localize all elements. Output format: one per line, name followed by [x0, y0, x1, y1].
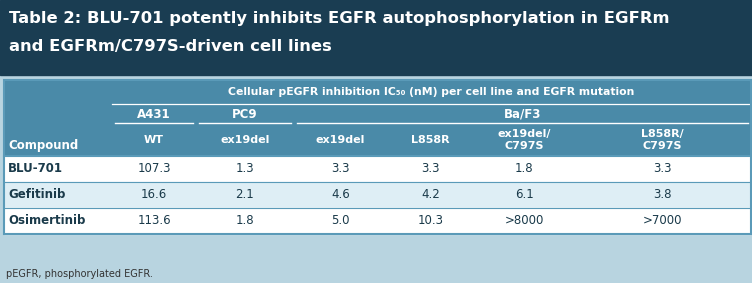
Text: 3.3: 3.3 [653, 162, 672, 175]
Text: PC9: PC9 [232, 108, 258, 121]
Text: 1.8: 1.8 [514, 162, 533, 175]
Text: >8000: >8000 [505, 215, 544, 228]
Text: WT: WT [144, 135, 164, 145]
Text: >7000: >7000 [643, 215, 682, 228]
Text: Gefitinib: Gefitinib [8, 188, 65, 201]
Text: pEGFR, phosphorylated EGFR.: pEGFR, phosphorylated EGFR. [6, 269, 153, 279]
Text: 10.3: 10.3 [417, 215, 444, 228]
Text: 1.8: 1.8 [235, 215, 254, 228]
Text: Osimertinib: Osimertinib [8, 215, 86, 228]
Text: ex19del/
C797S: ex19del/ C797S [497, 129, 550, 151]
Bar [4, 182, 751, 208]
Text: 16.6: 16.6 [141, 188, 167, 201]
Text: 4.6: 4.6 [331, 188, 350, 201]
Text: 3.3: 3.3 [331, 162, 350, 175]
Text: 3.3: 3.3 [421, 162, 440, 175]
Text: 1.3: 1.3 [235, 162, 254, 175]
Bar [0, 0, 752, 75]
Text: Compound: Compound [8, 139, 78, 152]
Bar [4, 80, 751, 234]
Text: L858R/
C797S: L858R/ C797S [641, 129, 684, 151]
Text: BLU-701: BLU-701 [8, 162, 63, 175]
Text: 6.1: 6.1 [514, 188, 533, 201]
Text: ex19del: ex19del [316, 135, 365, 145]
Bar [4, 80, 751, 156]
Text: Cellular pEGFR inhibition IC₅₀ (nM) per cell line and EGFR mutation: Cellular pEGFR inhibition IC₅₀ (nM) per … [229, 87, 635, 97]
Text: Ba/F3: Ba/F3 [504, 108, 541, 121]
Text: 4.2: 4.2 [421, 188, 440, 201]
Text: and EGFRm/C797S-driven cell lines: and EGFRm/C797S-driven cell lines [9, 39, 332, 54]
Text: 107.3: 107.3 [138, 162, 171, 175]
Text: 3.8: 3.8 [653, 188, 672, 201]
Text: L858R: L858R [411, 135, 450, 145]
Bar [4, 156, 751, 182]
Bar [4, 208, 751, 234]
Bar [0, 75, 752, 283]
Text: A431: A431 [137, 108, 171, 121]
Text: ex19del: ex19del [220, 135, 270, 145]
Text: 113.6: 113.6 [137, 215, 171, 228]
Text: 2.1: 2.1 [235, 188, 254, 201]
Text: Table 2: BLU-701 potently inhibits EGFR autophosphorylation in EGFRm: Table 2: BLU-701 potently inhibits EGFR … [9, 11, 669, 26]
Text: 5.0: 5.0 [331, 215, 350, 228]
